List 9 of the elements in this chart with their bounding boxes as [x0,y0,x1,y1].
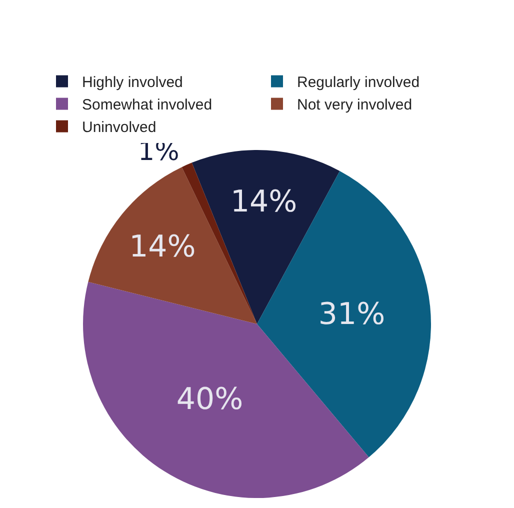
legend-label: Highly involved [82,74,183,92]
data-label: 31% [318,296,386,332]
legend-label: Somewhat involved [82,96,212,114]
legend-label: Uninvolved [82,119,156,136]
legend-label: Regularly involved [297,74,420,92]
data-label: 40% [176,382,244,418]
data-label: 14% [129,229,196,264]
legend-label: Not very involved [297,96,412,114]
data-label: 14% [230,184,298,220]
